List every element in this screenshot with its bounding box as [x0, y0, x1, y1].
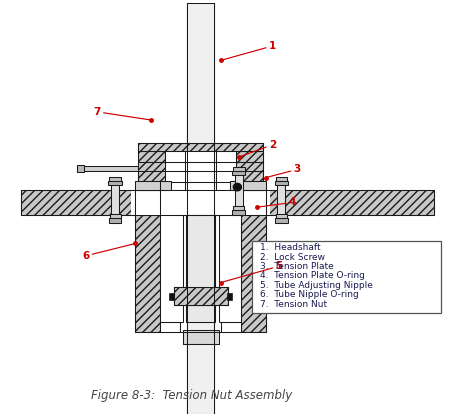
Bar	[276, 214, 287, 218]
Text: 6: 6	[82, 244, 136, 261]
Bar	[110, 214, 121, 218]
Bar	[233, 206, 244, 210]
Bar	[108, 181, 122, 185]
Bar	[169, 293, 174, 300]
Text: 3.  Tension Plate: 3. Tension Plate	[260, 262, 334, 271]
Text: 7.  Tension Nut: 7. Tension Nut	[260, 300, 328, 309]
Text: 1.  Headshaft: 1. Headshaft	[260, 243, 321, 252]
Text: 6.  Tube Nipple O-ring: 6. Tube Nipple O-ring	[260, 290, 359, 299]
Text: 4: 4	[257, 197, 296, 207]
Bar	[187, 3, 214, 143]
Bar	[241, 215, 266, 332]
Bar	[276, 177, 287, 181]
Bar	[185, 151, 216, 190]
Bar	[109, 177, 121, 181]
Text: 7: 7	[93, 107, 151, 120]
Bar	[182, 330, 218, 344]
Bar	[230, 181, 241, 190]
Bar	[227, 293, 232, 300]
Bar	[160, 215, 241, 322]
Bar	[237, 151, 263, 190]
Bar	[186, 305, 215, 322]
Bar	[109, 218, 121, 223]
Bar	[81, 166, 137, 171]
Bar	[160, 181, 172, 190]
Bar	[233, 210, 245, 215]
Bar	[275, 218, 288, 223]
Bar	[221, 322, 241, 332]
Text: 4.  Tension Plate O-ring: 4. Tension Plate O-ring	[260, 271, 365, 281]
Circle shape	[233, 183, 242, 191]
Bar	[77, 165, 84, 172]
Bar	[278, 178, 285, 223]
Bar	[160, 322, 180, 332]
Bar	[186, 215, 215, 286]
Text: 2: 2	[239, 140, 276, 157]
Bar	[187, 3, 214, 414]
Bar	[235, 167, 243, 215]
Text: 3: 3	[266, 164, 301, 178]
Bar	[232, 171, 246, 175]
Bar	[275, 181, 288, 185]
Bar	[233, 166, 245, 171]
Bar	[173, 286, 228, 305]
Text: 2.  Lock Screw: 2. Lock Screw	[260, 253, 325, 261]
Text: 1: 1	[221, 41, 276, 60]
Bar	[187, 344, 214, 414]
Text: 5: 5	[221, 261, 283, 283]
Bar	[137, 151, 165, 190]
Bar	[136, 181, 160, 190]
Bar	[173, 286, 228, 305]
Bar	[111, 178, 119, 223]
Bar	[136, 215, 160, 332]
Bar	[21, 190, 434, 215]
Text: Figure 8-3:  Tension Nut Assembly: Figure 8-3: Tension Nut Assembly	[91, 389, 292, 402]
Bar	[137, 143, 263, 151]
Bar	[241, 181, 266, 190]
Text: 5.  Tube Adjusting Nipple: 5. Tube Adjusting Nipple	[260, 281, 373, 290]
Bar	[131, 190, 270, 215]
Bar	[252, 241, 441, 314]
